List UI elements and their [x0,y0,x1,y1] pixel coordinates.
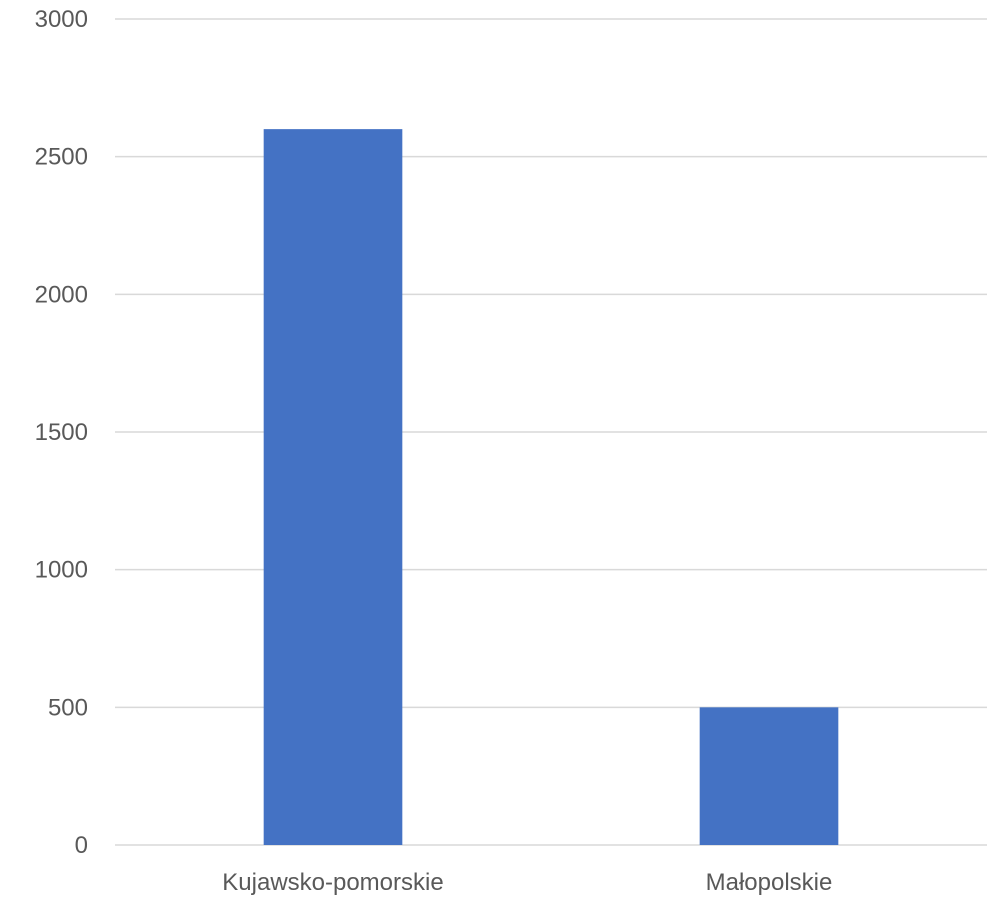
x-tick-label: Kujawsko-pomorskie [222,869,443,896]
bar-0 [263,129,403,846]
bars [263,129,839,846]
x-tick-label: Małopolskie [706,869,833,896]
y-tick-label: 1000 [35,557,88,584]
y-axis-tick-labels: 0 500 1000 1500 2000 2500 3000 [35,6,88,859]
y-tick-label: 500 [48,694,88,721]
y-tick-label: 1500 [35,419,88,446]
x-axis-tick-labels: Kujawsko-pomorskie Małopolskie [222,869,832,896]
y-tick-label: 2500 [35,144,88,171]
y-tick-label: 2000 [35,281,88,308]
y-tick-label: 3000 [35,6,88,33]
y-tick-label: 0 [75,832,88,859]
gridlines [115,18,987,846]
bar-1 [699,707,839,845]
